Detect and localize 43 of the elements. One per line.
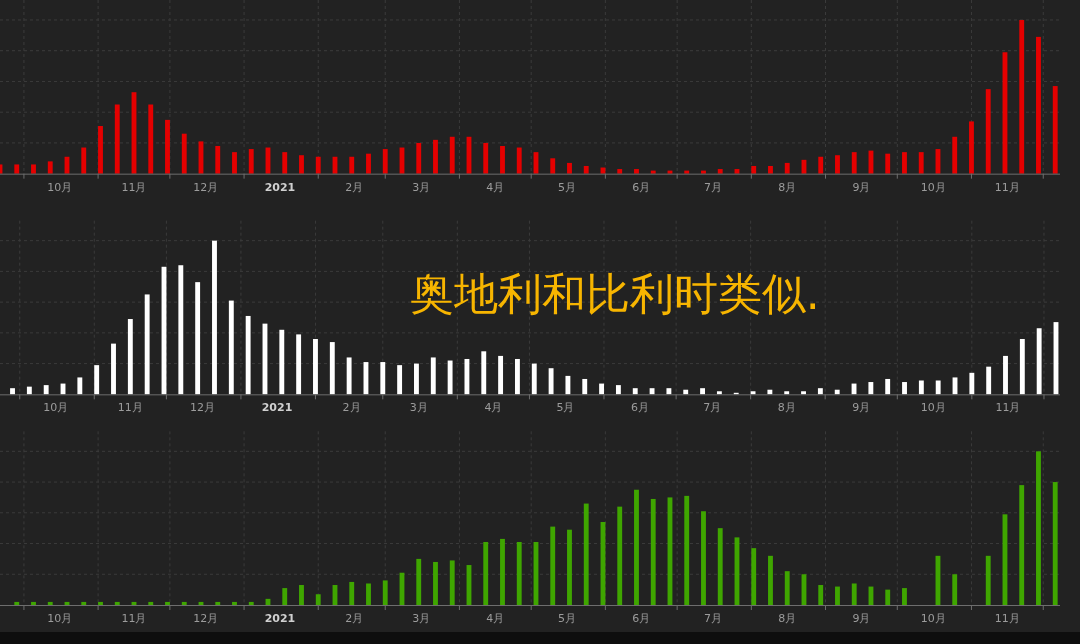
- x-tick-label: 10月: [920, 612, 946, 625]
- x-tick-label: 7月: [704, 180, 723, 194]
- x-tick-label: 4月: [486, 612, 505, 625]
- annotation: 奥地利和比利时类似.: [409, 267, 820, 319]
- x-tick-label: 12月: [193, 612, 219, 625]
- x-tick-label: 11月: [121, 180, 147, 194]
- x-tick-label: 6月: [632, 180, 651, 194]
- x-tick-label: 8月: [778, 612, 797, 625]
- x-tick-label: 8月: [777, 401, 796, 415]
- x-tick-label: 9月: [852, 180, 871, 194]
- x-tick-label: 7月: [703, 401, 722, 415]
- x-tick-label: 2021: [264, 612, 296, 625]
- x-tick-label: 2月: [342, 401, 361, 415]
- x-tick-label: 5月: [558, 612, 577, 625]
- x-tick-label: 5月: [556, 401, 575, 415]
- x-tick-label: 11月: [994, 612, 1020, 625]
- x-tick-label: 6月: [632, 612, 651, 625]
- x-tick-label: 11月: [121, 612, 147, 625]
- x-tick-label: 2021: [264, 180, 296, 194]
- x-tick-label: 2月: [345, 612, 364, 625]
- x-tick-label: 11月: [117, 401, 143, 415]
- x-tick-label: 7月: [704, 612, 723, 625]
- x-tick-label: 3月: [412, 612, 431, 625]
- x-tick-label: 6月: [631, 401, 650, 415]
- x-tick-label: 11月: [994, 180, 1020, 194]
- x-tick-label: 12月: [193, 180, 219, 194]
- x-tick-label: 10月: [920, 401, 946, 415]
- x-tick-label: 5月: [558, 180, 577, 194]
- x-tick-label: 11月: [995, 401, 1021, 415]
- x-tick-label: 4月: [486, 180, 505, 194]
- x-tick-label: 4月: [484, 401, 503, 415]
- x-tick-label: 10月: [43, 401, 69, 415]
- x-tick-label: 2月: [345, 180, 364, 194]
- x-tick-label: 9月: [852, 612, 871, 625]
- x-tick-label: 3月: [412, 180, 431, 194]
- x-tick-label: 8月: [778, 180, 797, 194]
- x-tick-label: 3月: [409, 401, 428, 415]
- x-tick-label: 10月: [47, 180, 73, 194]
- x-tick-label: 12月: [189, 401, 215, 415]
- x-tick-label: 9月: [852, 401, 871, 415]
- x-tick-label: 2021: [261, 401, 293, 415]
- x-tick-label: 10月: [47, 612, 73, 625]
- x-tick-label: 10月: [920, 180, 946, 194]
